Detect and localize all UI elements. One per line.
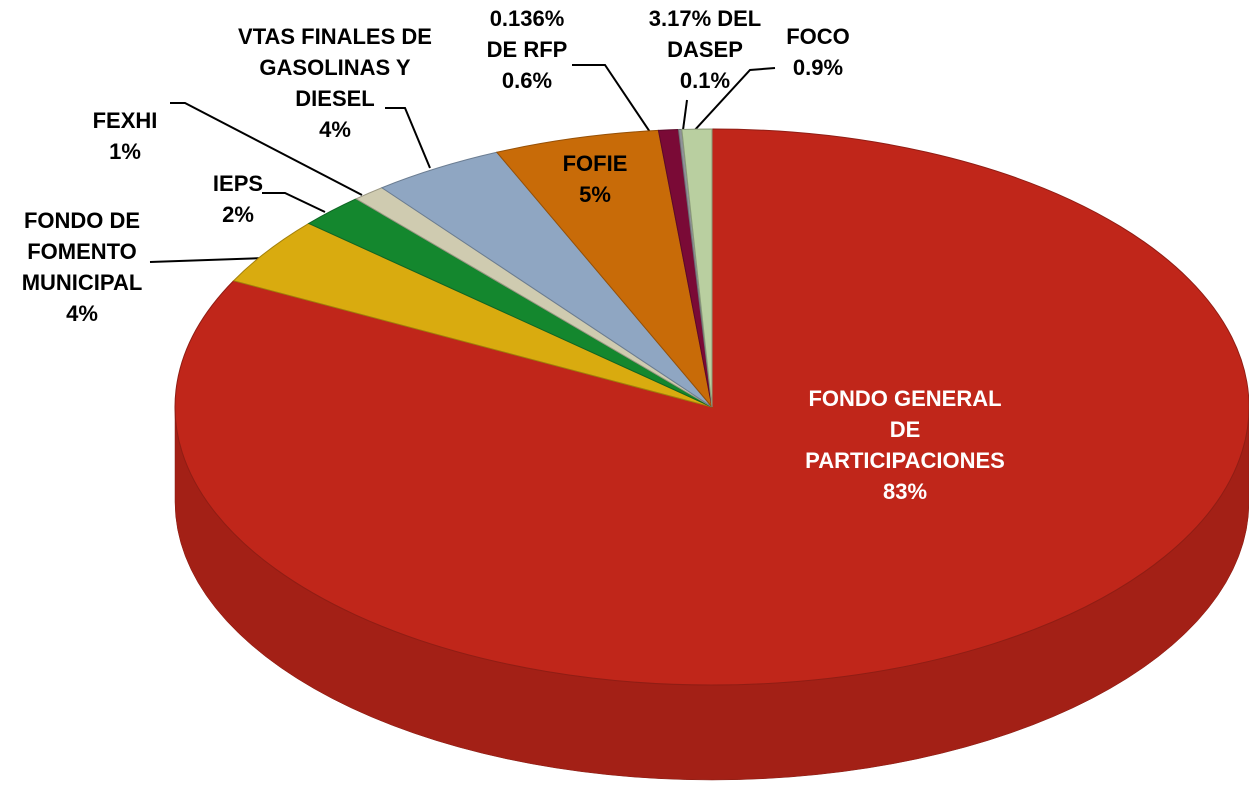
slice-label: IEPS [213, 171, 263, 196]
leader-line [385, 107, 431, 169]
slice-value-label: 4% [66, 301, 98, 326]
leader-lines [149, 64, 776, 263]
pie-slice [495, 129, 713, 409]
slice-label: FOFIE [563, 151, 628, 176]
slice-value-label: 2% [222, 202, 254, 227]
slice-label: FEXHI [93, 108, 158, 133]
leader-line [262, 192, 326, 213]
leader-line [682, 99, 688, 131]
slice-value-label: 0.6% [502, 68, 552, 93]
slice-label: FONDO GENERAL DE PARTICIPACIONES [805, 386, 1005, 473]
slice-value-label: 0.1% [680, 68, 730, 93]
slice-label: 0.136% DE RFP [487, 6, 568, 62]
slice-value-label: 83% [883, 479, 927, 504]
leader-line [572, 64, 653, 136]
slice-value-label: 5% [579, 182, 611, 207]
pie-slice [681, 128, 713, 408]
slice-label: VTAS FINALES DE GASOLINAS Y DIESEL [238, 24, 432, 111]
slice-label: FOCO [786, 24, 850, 49]
leader-line [170, 102, 363, 196]
slice-value-label: 4% [319, 117, 351, 142]
leader-line [149, 257, 266, 263]
pie-top [174, 128, 1249, 686]
slice-label: 3.17% DEL DASEP [649, 6, 762, 62]
leader-line [692, 67, 776, 133]
slice-value-label: 0.9% [793, 55, 843, 80]
slice-value-label: 1% [109, 139, 141, 164]
slice-label: FONDO DE FOMENTO MUNICIPAL [22, 208, 143, 295]
